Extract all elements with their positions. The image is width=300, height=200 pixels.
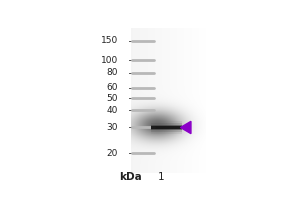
Text: 20: 20 bbox=[106, 149, 118, 158]
Text: 80: 80 bbox=[106, 68, 118, 77]
Text: 50: 50 bbox=[106, 94, 118, 103]
Bar bbox=[152, 126, 182, 129]
Bar bbox=[152, 125, 182, 130]
Text: 30: 30 bbox=[106, 123, 118, 132]
Bar bbox=[152, 123, 182, 132]
Text: kDa: kDa bbox=[119, 172, 142, 182]
Text: 1: 1 bbox=[158, 172, 164, 182]
Text: 60: 60 bbox=[106, 83, 118, 92]
Text: 100: 100 bbox=[100, 56, 118, 65]
Bar bbox=[152, 121, 182, 134]
Polygon shape bbox=[181, 121, 191, 134]
Text: 150: 150 bbox=[100, 36, 118, 45]
Text: 40: 40 bbox=[106, 106, 118, 115]
